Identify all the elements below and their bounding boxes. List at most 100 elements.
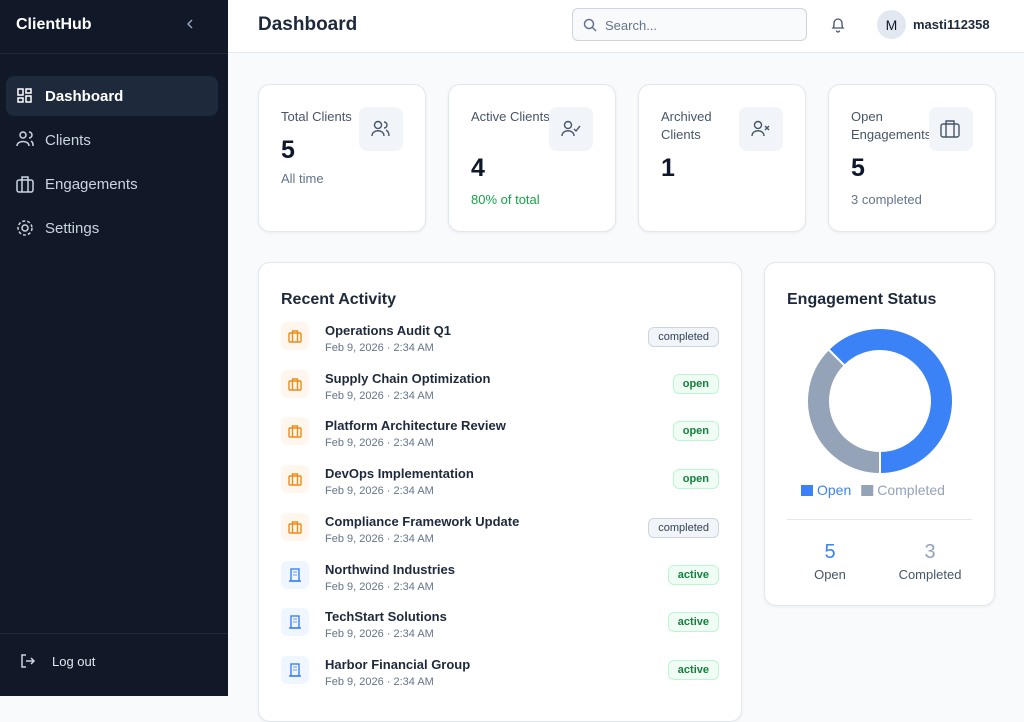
activity-time: Feb 9, 2026 · 2:34 AM xyxy=(325,675,434,688)
stat-icon xyxy=(359,107,403,151)
activity-title: Compliance Framework Update xyxy=(325,513,520,529)
donut-slice xyxy=(806,347,881,476)
nav-icons xyxy=(16,88,34,236)
status-badge: open xyxy=(672,421,719,442)
activity-title: Northwind Industries xyxy=(325,561,455,577)
stat-icon xyxy=(929,107,973,151)
stat-icon xyxy=(739,107,783,151)
activity-title: Platform Architecture Review xyxy=(325,418,506,434)
activity-time: Feb 9, 2026 · 2:34 AM xyxy=(325,532,434,545)
activity-title: TechStart Solutions xyxy=(325,609,447,625)
activity-time: Feb 9, 2026 · 2:34 AM xyxy=(325,485,434,498)
stat-note: 3 completed xyxy=(851,192,922,207)
status-badge: active xyxy=(667,564,719,585)
brand: ClientHub xyxy=(16,16,92,33)
summary-label: Open xyxy=(814,567,846,582)
activity-row[interactable]: TechStart Solutions Feb 9, 2026 · 2:34 AM… xyxy=(259,608,741,652)
header: Dashboard Search... M masti112358 xyxy=(228,0,1024,53)
legend-swatch xyxy=(801,485,813,496)
stat-value: 4 xyxy=(471,154,485,182)
summary-value: 5 xyxy=(824,541,835,563)
nav-label: Settings xyxy=(45,219,100,237)
nav-item[interactable]: Dashboard xyxy=(6,76,218,116)
divider xyxy=(787,519,972,520)
donut-slice xyxy=(826,327,954,476)
stat-note: 80% of total xyxy=(471,192,540,207)
avatar[interactable]: M xyxy=(877,10,906,39)
activity-row[interactable]: Supply Chain Optimization Feb 9, 2026 · 2… xyxy=(259,369,741,414)
section-title: Engagement Status xyxy=(787,291,937,308)
activity-title: Operations Audit Q1 xyxy=(325,323,451,338)
icon xyxy=(751,120,770,137)
stat-note: All time xyxy=(281,171,324,186)
activity-time: Feb 9, 2026 · 2:34 AM xyxy=(325,580,434,593)
sidebar: ClientHub Dashboard Clients Engagements … xyxy=(0,0,228,696)
stat-card: Active Clients 4 80% of total xyxy=(448,84,616,232)
activity-icon xyxy=(281,417,309,446)
stat-card: Total Clients 5 All time xyxy=(258,84,426,232)
activity-title: Harbor Financial Group xyxy=(325,656,471,672)
activity-row[interactable]: Platform Architecture Review Feb 9, 2026 … xyxy=(259,417,741,461)
stat-label: Active Clients xyxy=(471,109,550,124)
icon xyxy=(561,120,581,137)
activity-icon xyxy=(281,608,309,637)
logout-icon xyxy=(21,654,36,668)
activity-time: Feb 9, 2026 · 2:34 AM xyxy=(325,342,434,354)
activity-time: Feb 9, 2026 · 2:34 AM xyxy=(325,628,434,641)
activity-time: Feb 9, 2026 · 2:34 AM xyxy=(325,437,434,450)
divider xyxy=(0,633,228,634)
divider xyxy=(0,53,228,54)
stat-value: 5 xyxy=(281,136,295,164)
stat-card: Open Engagements 5 3 completed xyxy=(828,84,996,232)
activity-row[interactable]: Harbor Financial Group Feb 9, 2026 · 2:34… xyxy=(259,655,741,700)
legend-swatch xyxy=(861,485,874,496)
nav-item[interactable]: Settings xyxy=(6,208,218,248)
section-title: Recent Activity xyxy=(281,291,396,308)
stat-value: 1 xyxy=(661,154,675,182)
activity-icon xyxy=(281,369,309,398)
stat-label: Total Clients xyxy=(281,109,352,124)
search-box[interactable]: Search... xyxy=(572,8,807,41)
activity-row[interactable]: DevOps Implementation Feb 9, 2026 · 2:34 … xyxy=(259,465,741,509)
activity-icon xyxy=(281,322,309,350)
engagement-status: Engagement Status Open Completed 5 Open 3 Com… xyxy=(764,262,995,606)
stat-label: Open Engagements xyxy=(851,109,932,142)
icon xyxy=(940,120,960,138)
nav-label: Dashboard xyxy=(45,87,124,105)
activity-title: DevOps Implementation xyxy=(325,466,474,482)
status-badge: active xyxy=(667,612,719,633)
username: masti112358 xyxy=(913,17,990,32)
donut-chart: Open Completed 5 Open 3 Completed xyxy=(801,327,962,582)
nav-item[interactable]: Engagements xyxy=(6,164,218,204)
status-badge: active xyxy=(667,659,719,680)
logout[interactable]: Log out xyxy=(52,654,96,669)
collapse-button[interactable] xyxy=(184,17,196,31)
nav-item[interactable]: Clients xyxy=(6,120,218,160)
notifications[interactable] xyxy=(831,17,845,33)
activity-icon xyxy=(281,512,309,541)
summary-label: Completed xyxy=(899,567,962,582)
activity-icon xyxy=(281,465,309,494)
activity-title: Supply Chain Optimization xyxy=(325,370,491,386)
search-placeholder: Search... xyxy=(605,18,658,33)
summary-value: 3 xyxy=(924,541,935,563)
stat-value: 5 xyxy=(851,154,865,182)
nav-label: Engagements xyxy=(45,175,138,193)
status-badge: open xyxy=(672,469,719,490)
stat-label: Archived Clients xyxy=(661,109,712,142)
activity-row[interactable]: Compliance Framework Update Feb 9, 2026 ·… xyxy=(259,512,741,557)
legend-label: Completed xyxy=(877,482,945,498)
recent-activity: Recent Activity Operations Audit Q1 Feb 9… xyxy=(258,262,742,722)
activity-row[interactable]: Northwind Industries Feb 9, 2026 · 2:34 A… xyxy=(259,560,741,605)
status-badge: completed xyxy=(648,327,719,347)
status-badge: completed xyxy=(648,517,719,538)
activity-icon xyxy=(281,560,309,589)
search-icon xyxy=(583,18,597,32)
nav-label: Clients xyxy=(45,131,91,149)
activity-icon xyxy=(281,655,309,684)
icon xyxy=(371,120,390,137)
page-title: Dashboard xyxy=(258,14,358,35)
activity-row[interactable]: Operations Audit Q1 Feb 9, 2026 · 2:34 AM… xyxy=(259,322,741,366)
status-badge: open xyxy=(672,373,719,394)
